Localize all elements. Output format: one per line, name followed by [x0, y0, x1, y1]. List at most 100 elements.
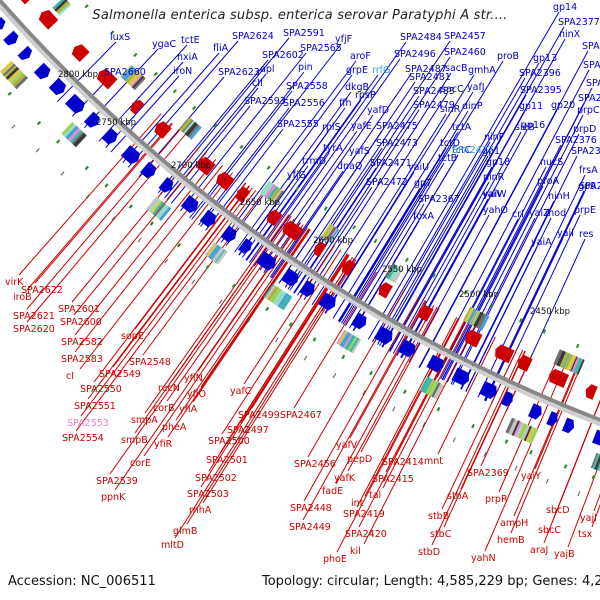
forward-gene-label: gp7 — [414, 178, 432, 189]
accession-label: Accession: — [8, 574, 77, 589]
forward-label-line — [205, 128, 284, 231]
forward-label-line — [389, 110, 526, 352]
outer-annotation-block — [336, 329, 346, 345]
forward-gene-label: rrfG — [372, 65, 390, 76]
feature-marker — [128, 204, 133, 209]
forward-gene-label: SPA2437 — [452, 145, 494, 156]
ruler-label: 2750 kbp — [96, 118, 136, 128]
reverse-label-line — [559, 400, 600, 504]
reverse-gene-label: SPA2497 — [227, 425, 269, 436]
outer-annotation-block — [347, 336, 358, 352]
reverse-gene-label: recN — [158, 383, 180, 394]
forward-gene-label: foxA — [413, 211, 434, 222]
forward-gene-label: yafJ — [467, 82, 485, 93]
forward-gene-label: SPA2473 — [376, 138, 418, 149]
outer-annotation-block — [425, 379, 435, 395]
forward-gene-label: gp14 — [553, 2, 577, 13]
outer-annotation-block — [511, 420, 520, 436]
forward-gene-label: frsA — [579, 165, 598, 176]
forward-label-line — [200, 43, 342, 227]
outer-annotation-block — [351, 338, 362, 354]
reverse-gene-arrow — [235, 187, 251, 203]
forward-gene-label: SPA2370 — [571, 146, 600, 157]
inner-annotation-block — [122, 67, 137, 82]
forward-gene-label: ninR — [483, 172, 505, 183]
inner-annotation-block — [261, 181, 274, 197]
reverse-gene-label: corE — [130, 458, 151, 469]
forward-gene-label: luxS — [110, 32, 130, 43]
reverse-gene-label: int — [351, 498, 364, 509]
inner-annotation-block — [391, 267, 404, 284]
outer-annotation-block — [263, 283, 275, 298]
feature-marker — [231, 283, 236, 289]
forward-gene-label: SPA2593 — [244, 96, 286, 107]
inner-annotation-block — [184, 121, 198, 137]
forward-label-line — [321, 113, 447, 312]
reverse-gene-arrow — [585, 384, 598, 400]
reverse-gene-label: corB — [153, 403, 174, 414]
inner-annotation-block — [120, 64, 133, 78]
forward-gene-label: crl — [512, 209, 524, 220]
reverse-gene-label: yafC — [230, 386, 252, 397]
reverse-gene-label: cI — [66, 371, 74, 382]
reverse-gene-label: glmB — [173, 526, 197, 537]
forward-gene-label: prpE — [574, 205, 596, 216]
feature-marker — [192, 105, 197, 111]
outer-annotation-block — [14, 75, 29, 90]
ruler-label: 2650 kbp — [240, 198, 280, 208]
reverse-gene-label: SPA2622 — [21, 285, 63, 296]
reverse-label-line — [26, 134, 186, 323]
reverse-label-line — [144, 212, 288, 414]
ruler-tick — [577, 491, 581, 497]
outer-annotation-block — [61, 121, 75, 136]
outer-annotation-block — [208, 244, 220, 259]
forward-gene-label: ninH — [548, 191, 570, 202]
reverse-gene-label: yfiN — [184, 373, 203, 384]
forward-gene-label: SPA2483 — [413, 86, 455, 97]
feature-marker — [341, 354, 346, 360]
forward-label-line — [341, 131, 459, 324]
reverse-gene-label: yahN — [471, 553, 496, 564]
forward-gene-label: tctC — [452, 145, 472, 156]
outer-annotation-block — [5, 66, 20, 80]
forward-label-line — [452, 133, 580, 386]
outer-annotation-block — [4, 65, 18, 78]
forward-label-line — [396, 131, 522, 356]
inner-annotation-block — [462, 306, 472, 322]
outer-annotation-block — [433, 383, 444, 400]
reverse-label-line — [243, 245, 335, 385]
outer-annotation-block — [7, 68, 22, 83]
reverse-label-line — [197, 222, 301, 372]
forward-gene-label: yaiA — [531, 237, 552, 248]
forward-gene-label: SPA2475 — [376, 121, 418, 132]
feature-marker — [205, 264, 210, 270]
reverse-gene-arrow — [20, 0, 30, 5]
forward-gene-arrow — [256, 251, 276, 271]
inner-annotation-block — [387, 264, 398, 280]
forward-label-line — [269, 170, 344, 278]
reverse-label-line — [79, 172, 233, 370]
inner-annotation-block — [559, 351, 569, 368]
length-value: 4,585,229 bp; — [437, 574, 529, 589]
inner-annotation-block — [182, 119, 194, 133]
forward-gene-label: aroF — [350, 51, 371, 62]
outer-annotation-block — [210, 246, 222, 261]
inner-annotation-block — [52, 0, 65, 10]
inner-annotation-block — [127, 71, 142, 86]
reverse-gene-label: SPA2549 — [99, 369, 141, 380]
feature-marker — [490, 303, 494, 309]
forward-label-line — [381, 26, 565, 348]
forward-label-line — [110, 75, 180, 153]
inner-annotation-block — [54, 0, 68, 12]
outer-annotation-block — [594, 454, 600, 471]
footer-info: Accession: NC_006511 Topology: circular;… — [0, 572, 600, 594]
reverse-gene-label: sbcC — [538, 525, 561, 536]
forward-gene-label: SPA2373 — [582, 41, 600, 52]
inner-annotation-block — [325, 226, 337, 242]
reverse-label-line — [510, 374, 578, 534]
ruler-tick — [303, 355, 308, 361]
reverse-gene-label: yajB — [554, 549, 575, 560]
forward-gene-arrow — [48, 77, 67, 96]
forward-gene-arrow — [528, 403, 542, 420]
